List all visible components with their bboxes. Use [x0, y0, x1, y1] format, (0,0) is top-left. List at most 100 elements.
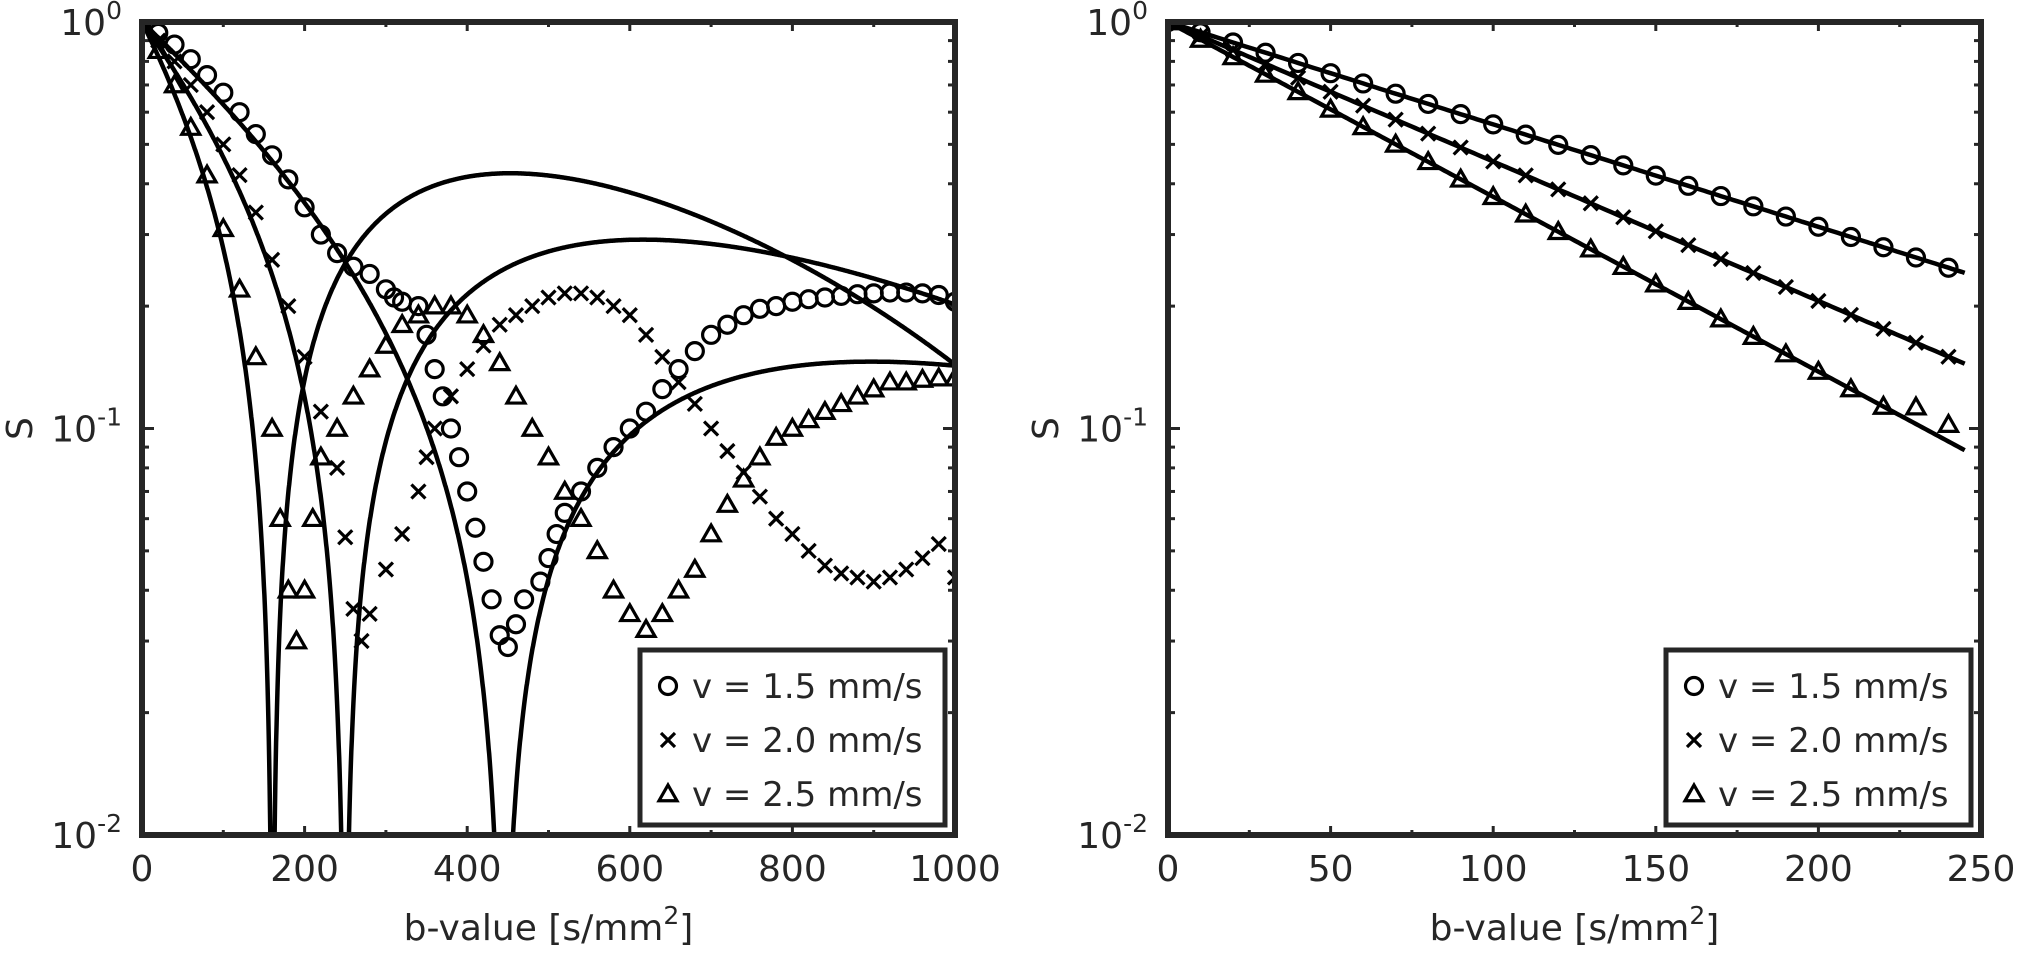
- marker-circle: [1320, 63, 1341, 84]
- marker-circle: [1255, 42, 1276, 63]
- marker-circle: [733, 305, 754, 326]
- marker-x: [459, 360, 476, 378]
- marker-circle: [814, 287, 836, 308]
- marker-x: [1289, 69, 1307, 86]
- marker-x: [556, 285, 573, 302]
- marker-triangle: [683, 557, 707, 578]
- marker-triangle: [764, 425, 788, 446]
- marker-circle: [635, 401, 657, 422]
- marker-triangle: [1416, 149, 1440, 171]
- marker-x: [231, 167, 248, 184]
- marker-x: [784, 525, 801, 543]
- marker-x: [1582, 195, 1599, 212]
- marker-triangle: [1351, 114, 1375, 136]
- marker-x: [182, 76, 199, 94]
- marker-circle: [538, 547, 559, 569]
- marker-x: [1322, 83, 1339, 100]
- y-axis-label: S: [1026, 417, 1067, 440]
- marker-x: [1842, 306, 1860, 324]
- marker-circle: [294, 197, 315, 218]
- left-axes-frame: [139, 19, 958, 838]
- marker-x: [1940, 348, 1957, 365]
- marker-x: [702, 420, 720, 437]
- marker-circle: [1613, 155, 1634, 176]
- marker-triangle: [878, 369, 902, 391]
- marker-circle: [1808, 216, 1829, 237]
- marker-circle: [261, 145, 283, 166]
- marker-x: [540, 289, 557, 306]
- marker-triangle: [618, 601, 642, 623]
- marker-triangle: [1709, 306, 1733, 328]
- marker-triangle: [357, 356, 382, 378]
- marker-triangle: [1676, 289, 1701, 310]
- marker-x: [800, 542, 817, 560]
- marker-x: [491, 316, 508, 333]
- marker-x: [621, 307, 638, 324]
- marker-triangle: [634, 617, 658, 639]
- marker-circle: [1418, 93, 1439, 115]
- legend-entry-label: v = 2.5 mm/s: [692, 775, 923, 815]
- marker-x: [442, 388, 460, 405]
- legend-marker-triangle: [1682, 781, 1706, 803]
- marker-circle: [1710, 185, 1731, 207]
- marker-circle: [1905, 247, 1927, 268]
- marker-triangle: [260, 416, 284, 437]
- marker-x: [930, 535, 947, 553]
- marker-circle: [668, 358, 689, 380]
- marker-triangle: [390, 312, 414, 334]
- marker-x: [263, 251, 281, 268]
- marker-x: [849, 569, 866, 586]
- marker-circle: [278, 169, 299, 190]
- marker-x: [377, 561, 395, 578]
- marker-x: [1485, 153, 1502, 170]
- left-legend: v = 1.5 mm/s v = 2.0 mm/s v = 2.5 mm/s: [637, 647, 948, 828]
- marker-circle: [652, 379, 673, 400]
- marker-circle: [798, 289, 819, 310]
- marker-triangle: [1481, 184, 1505, 206]
- marker-x: [280, 297, 297, 315]
- legend-marker-x: [659, 731, 677, 749]
- y-tick-label: 100: [60, 0, 122, 44]
- marker-triangle: [244, 344, 268, 366]
- marker-circle: [1938, 257, 1959, 278]
- marker-circle: [440, 418, 462, 439]
- marker-triangle: [268, 506, 292, 528]
- marker-triangle: [325, 416, 349, 437]
- marker-x: [1420, 125, 1437, 142]
- fit-curve-1: [1168, 22, 1966, 366]
- marker-x: [215, 136, 232, 153]
- marker-triangle: [926, 365, 951, 387]
- marker-triangle: [162, 72, 187, 94]
- marker-x: [353, 632, 370, 650]
- marker-triangle: [179, 115, 203, 136]
- marker-x: [1680, 237, 1697, 254]
- marker-circle: [473, 551, 494, 572]
- marker-x: [524, 297, 541, 315]
- x-tick-label: 600: [595, 849, 664, 890]
- y-axis-label: S: [0, 417, 41, 440]
- marker-circle: [749, 298, 770, 319]
- marker-circle: [570, 481, 592, 502]
- marker-circle: [1743, 196, 1764, 217]
- marker-triangle: [487, 350, 512, 372]
- marker-circle: [505, 614, 527, 635]
- marker-triangle: [1904, 394, 1928, 416]
- marker-circle: [1645, 165, 1666, 186]
- marker-x: [345, 600, 362, 617]
- marker-triangle: [813, 399, 837, 421]
- marker-circle: [196, 65, 218, 86]
- marker-circle: [164, 34, 185, 55]
- y-tick-label: 100: [1086, 0, 1148, 44]
- marker-circle: [603, 437, 624, 458]
- marker-x: [654, 348, 671, 366]
- marker-triangle: [748, 444, 772, 466]
- x-tick-label: 100: [1459, 849, 1528, 890]
- marker-triangle: [796, 407, 821, 429]
- legend-entry-label: v = 1.5 mm/s: [692, 667, 923, 707]
- marker-circle: [448, 447, 470, 468]
- x-tick-label: 0: [1157, 849, 1180, 890]
- marker-x: [914, 549, 931, 567]
- x-tick-label: 200: [270, 849, 339, 890]
- left-plot-area: [142, 22, 955, 835]
